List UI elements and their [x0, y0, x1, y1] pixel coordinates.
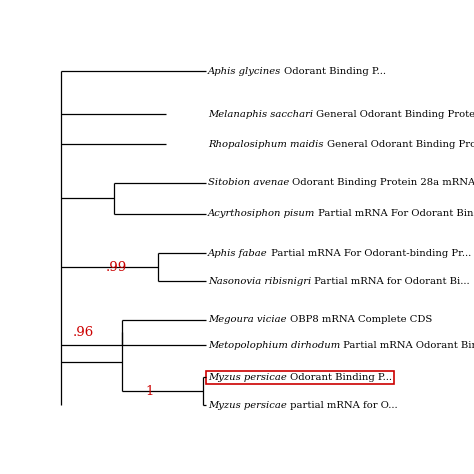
- Text: Partial mRNA For Odorant Bindi...: Partial mRNA For Odorant Bindi...: [315, 210, 474, 219]
- Text: Aphis glycines: Aphis glycines: [208, 67, 281, 76]
- Text: General Odorant Binding Protein 28a mRNA: General Odorant Binding Protein 28a mRNA: [324, 140, 474, 149]
- Text: .99: .99: [106, 261, 127, 274]
- Text: Metopolophium dirhodum: Metopolophium dirhodum: [208, 341, 340, 350]
- Text: OBP8 mRNA Complete CDS: OBP8 mRNA Complete CDS: [286, 315, 432, 324]
- Text: 1: 1: [145, 385, 154, 398]
- Text: Aphis fabae: Aphis fabae: [208, 249, 268, 258]
- Text: Melanaphis sacchari: Melanaphis sacchari: [208, 109, 313, 118]
- Text: Sitobion avenae: Sitobion avenae: [208, 178, 289, 187]
- Text: Odorant Binding P...: Odorant Binding P...: [287, 373, 392, 382]
- Text: .96: .96: [73, 326, 94, 339]
- Text: Acyrthosiphon pisum: Acyrthosiphon pisum: [208, 210, 315, 219]
- Text: Partial mRNA For Odorant-binding Pr...: Partial mRNA For Odorant-binding Pr...: [268, 249, 471, 258]
- Text: Odorant Binding P...: Odorant Binding P...: [281, 67, 386, 76]
- Text: Myzus persicae: Myzus persicae: [208, 401, 287, 410]
- Text: General Odorant Binding Protein 28a mRNA: General Odorant Binding Protein 28a mRNA: [313, 109, 474, 118]
- Text: Partial mRNA for Odorant Bi...: Partial mRNA for Odorant Bi...: [311, 277, 470, 286]
- Text: Odorant Binding Protein 28a mRNA Co...: Odorant Binding Protein 28a mRNA Co...: [289, 178, 474, 187]
- Text: partial mRNA for O...: partial mRNA for O...: [287, 401, 397, 410]
- Text: Myzus persicae: Myzus persicae: [208, 373, 287, 382]
- Text: Nasonovia ribisnigri: Nasonovia ribisnigri: [208, 277, 311, 286]
- Text: Megoura viciae: Megoura viciae: [208, 315, 286, 324]
- Text: Partial mRNA Odorant Binding Protein...: Partial mRNA Odorant Binding Protein...: [340, 341, 474, 350]
- Text: Rhopalosiphum maidis: Rhopalosiphum maidis: [208, 140, 324, 149]
